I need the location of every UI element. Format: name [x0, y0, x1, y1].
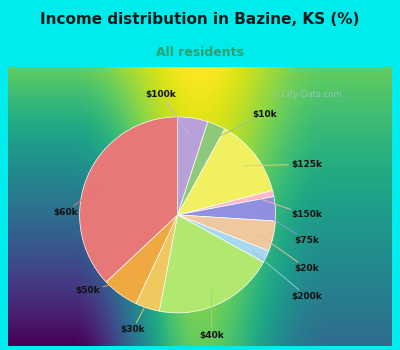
Text: ⓘ City-Data.com: ⓘ City-Data.com: [274, 90, 341, 99]
Text: $75k: $75k: [260, 211, 319, 245]
Text: $100k: $100k: [146, 90, 188, 133]
Text: $60k: $60k: [53, 185, 102, 217]
Wedge shape: [178, 215, 269, 262]
Text: $200k: $200k: [252, 251, 322, 301]
Wedge shape: [178, 215, 276, 251]
Text: $30k: $30k: [120, 294, 152, 334]
Text: $150k: $150k: [259, 198, 322, 219]
Text: All residents: All residents: [156, 46, 244, 59]
Wedge shape: [178, 190, 274, 215]
Wedge shape: [159, 215, 264, 313]
Text: $10k: $10k: [212, 110, 277, 140]
Wedge shape: [178, 129, 272, 215]
Wedge shape: [178, 122, 225, 215]
Text: $125k: $125k: [244, 160, 322, 169]
Wedge shape: [80, 117, 178, 282]
Text: Income distribution in Bazine, KS (%): Income distribution in Bazine, KS (%): [40, 12, 360, 27]
Wedge shape: [178, 197, 276, 221]
Text: $20k: $20k: [258, 234, 319, 273]
Text: $50k: $50k: [76, 281, 128, 295]
Wedge shape: [178, 117, 208, 215]
Wedge shape: [106, 215, 178, 303]
Text: $40k: $40k: [199, 290, 224, 340]
Wedge shape: [136, 215, 178, 311]
